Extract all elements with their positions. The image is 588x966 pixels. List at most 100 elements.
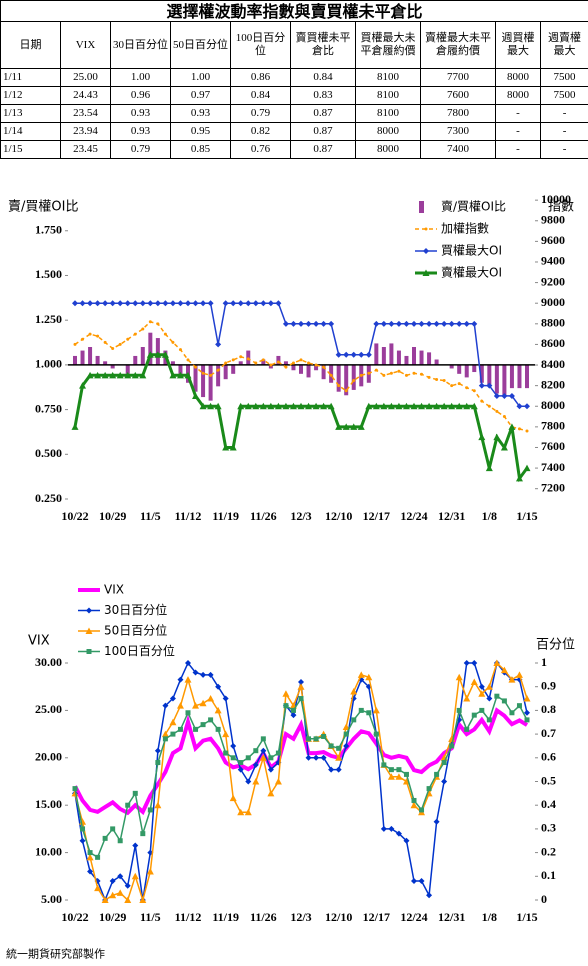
marker (230, 742, 237, 749)
marker (94, 371, 102, 379)
marker (359, 373, 363, 377)
marker (455, 402, 463, 410)
marker (207, 695, 215, 702)
bar (336, 364, 341, 392)
marker (314, 363, 318, 367)
y2ticks-label: 8400 (541, 357, 565, 371)
bar (291, 364, 296, 371)
marker (485, 683, 493, 690)
marker (313, 736, 319, 742)
marker (486, 695, 493, 702)
marker (455, 673, 463, 681)
bar (140, 347, 145, 365)
marker (284, 365, 288, 369)
y2ticks-label: 7800 (541, 419, 565, 433)
marker (94, 300, 101, 307)
marker (244, 808, 252, 816)
marker (380, 402, 388, 410)
marker (442, 378, 446, 382)
marker (307, 361, 311, 365)
bar (427, 352, 432, 365)
marker (200, 300, 207, 307)
bar (223, 364, 228, 380)
marker (116, 889, 124, 896)
marker (147, 807, 153, 813)
marker (260, 300, 267, 307)
x-tick-label: 12/10 (325, 910, 352, 924)
marker (185, 300, 191, 307)
marker (154, 747, 161, 754)
marker (320, 402, 328, 410)
marker (418, 878, 425, 885)
yticks-label: 1.000 (35, 357, 62, 371)
bar (125, 364, 130, 374)
yticks-label: 30.00 (35, 655, 62, 669)
bar (95, 355, 100, 365)
marker (380, 825, 387, 832)
marker (162, 300, 169, 307)
legend-label: 賣/買權OI比 (441, 199, 506, 214)
y2ticks-label: 8000 (541, 398, 565, 412)
marker (79, 300, 86, 307)
data-row: 1/12 24.43 0.96 0.97 0.84 0.83 8100 7600 8000 750… (0, 86, 588, 105)
marker (161, 730, 169, 738)
marker (480, 399, 484, 403)
yticks-label: 0.750 (35, 401, 62, 415)
marker (422, 269, 430, 276)
marker (322, 365, 326, 369)
cell: 7500 (539, 68, 588, 87)
marker (154, 801, 162, 809)
cell: 0.95 (170, 122, 231, 141)
cell: 0.85 (170, 140, 231, 159)
marker (372, 706, 380, 714)
marker (327, 402, 335, 410)
marker (147, 300, 154, 307)
legend-label: VIX (104, 583, 124, 597)
marker (222, 730, 230, 738)
marker (231, 358, 235, 362)
cell: 25.00 (60, 68, 111, 87)
marker (208, 717, 214, 723)
marker (336, 745, 342, 751)
marker (259, 754, 267, 761)
x-tick-label: 1/15 (516, 910, 537, 924)
bar (472, 364, 477, 373)
marker (230, 300, 237, 307)
marker (424, 227, 428, 231)
marker (200, 722, 206, 728)
marker (87, 868, 94, 875)
marker (374, 368, 378, 372)
marker (471, 320, 478, 327)
bar (487, 364, 492, 387)
footer: 統一期貨研究部製作 (6, 947, 105, 961)
marker (427, 375, 431, 379)
marker (126, 337, 130, 341)
cell: 8000 (355, 122, 421, 141)
marker (329, 373, 333, 377)
marker (267, 402, 275, 410)
marker (411, 797, 417, 803)
marker (426, 892, 433, 899)
y2ticks-label: 0.5 (541, 773, 556, 787)
x-tick-label: 1/8 (482, 509, 497, 523)
marker (449, 743, 455, 749)
marker (298, 696, 304, 702)
marker (71, 423, 79, 430)
marker (420, 372, 424, 376)
y2ticks-label: 8600 (541, 336, 565, 350)
marker (140, 831, 146, 837)
marker (291, 361, 295, 365)
marker (423, 248, 429, 254)
marker (321, 733, 327, 739)
header-cell: 50日百分位 (170, 21, 231, 69)
y-axis-title: VIX (28, 634, 50, 649)
y2ticks-label: 0.3 (541, 821, 556, 835)
marker (252, 761, 259, 768)
bar (434, 359, 439, 365)
marker (81, 337, 85, 341)
marker (116, 371, 124, 379)
marker (381, 762, 387, 768)
marker (259, 402, 267, 410)
cell: 1/15 (0, 140, 61, 159)
y2-axis-title: 指數 (548, 200, 574, 215)
